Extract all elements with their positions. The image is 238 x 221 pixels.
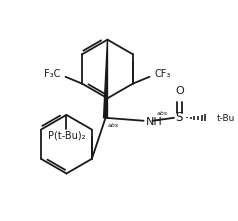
- Text: abs: abs: [157, 111, 168, 116]
- Text: S: S: [175, 111, 183, 124]
- Text: CF₃: CF₃: [154, 69, 171, 79]
- Text: F₃C: F₃C: [44, 69, 61, 79]
- Text: O: O: [175, 86, 184, 96]
- Text: P(t-Bu)₂: P(t-Bu)₂: [48, 131, 85, 141]
- Text: abs: abs: [108, 123, 119, 128]
- Polygon shape: [104, 40, 108, 118]
- Text: t-Bu: t-Bu: [217, 114, 235, 123]
- Text: NH: NH: [146, 117, 162, 127]
